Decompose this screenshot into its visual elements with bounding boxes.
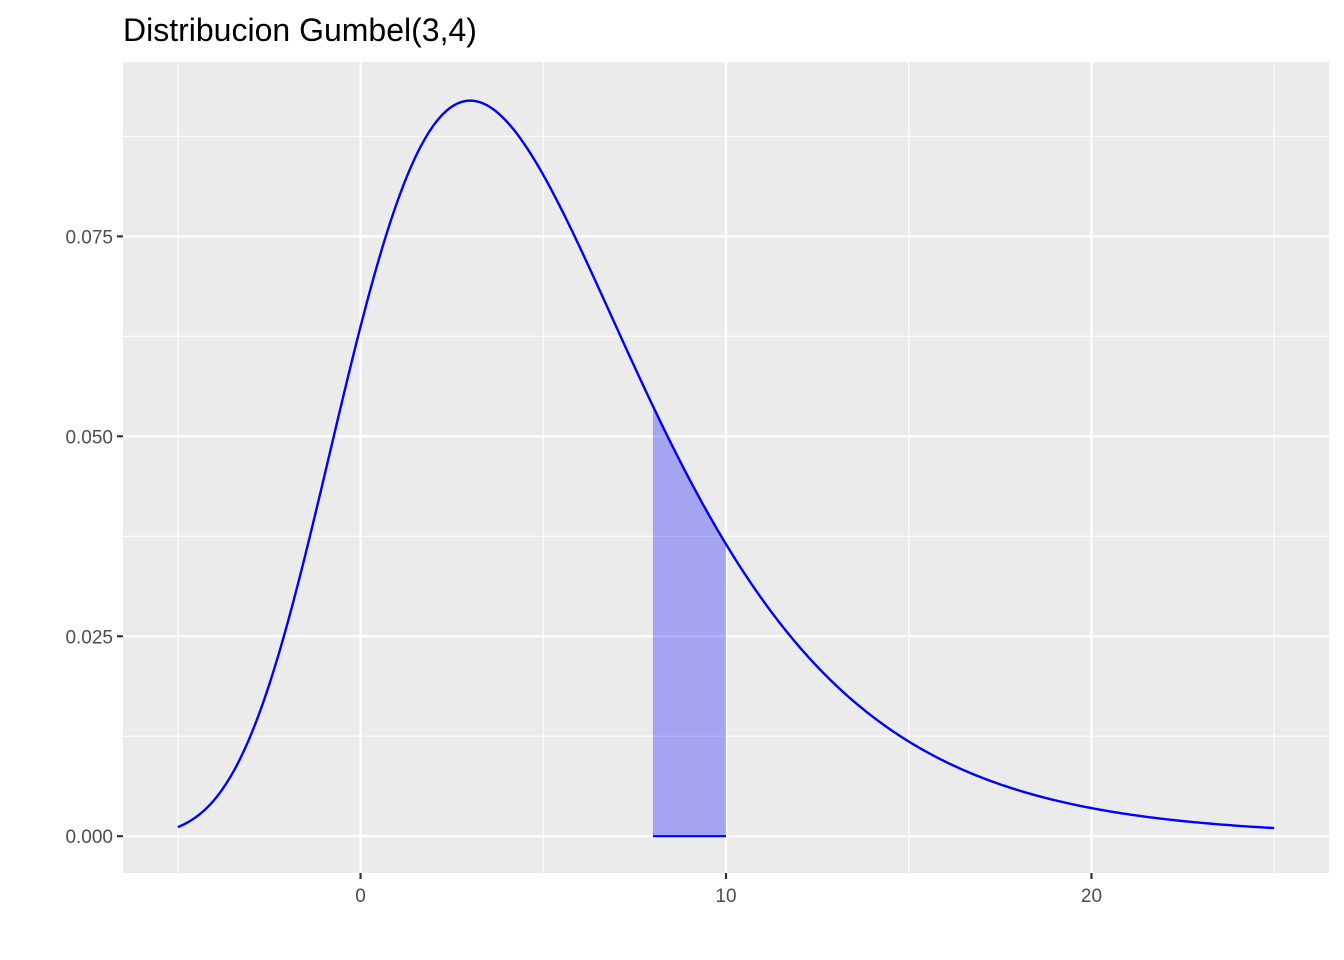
major-gridlines — [123, 62, 1329, 873]
y-tick-label: 0.075 — [65, 227, 113, 248]
density-curve — [177, 99, 1275, 830]
y-tick-label: 0.000 — [65, 827, 113, 848]
y-axis: 0.000 0.025 0.050 0.075 — [65, 227, 123, 848]
x-tick-label: 10 — [715, 886, 736, 907]
x-tick-label: 20 — [1081, 886, 1102, 907]
chart-title: Distribucion Gumbel(3,4) — [123, 12, 477, 48]
y-tick-label: 0.050 — [65, 427, 113, 448]
x-axis: 0 10 20 — [355, 873, 1102, 907]
y-tick-label: 0.025 — [65, 627, 113, 648]
density-curve-layer — [177, 99, 1275, 830]
x-tick-label: 0 — [355, 886, 366, 907]
